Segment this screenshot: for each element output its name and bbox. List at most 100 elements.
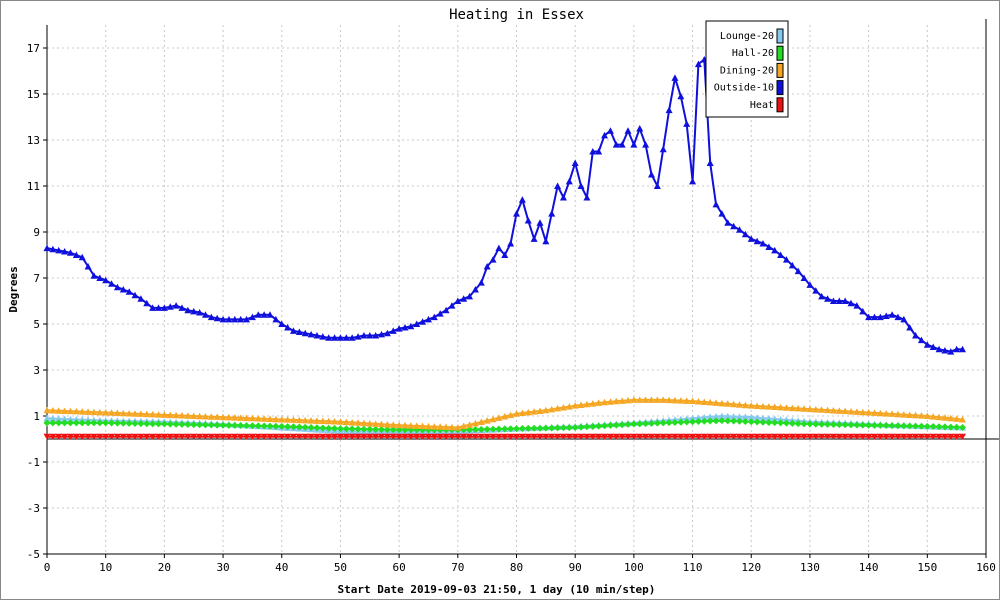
data-point <box>336 418 344 425</box>
data-point <box>354 333 362 340</box>
data-point <box>383 421 391 428</box>
data-point <box>295 328 303 336</box>
data-point <box>771 415 779 422</box>
data-point <box>254 422 262 430</box>
x-tick-label: 50 <box>334 561 347 574</box>
data-point <box>771 433 779 440</box>
data-point <box>747 235 755 242</box>
data-point <box>906 433 914 440</box>
data-point <box>700 417 708 425</box>
data-point <box>612 433 620 440</box>
data-point <box>442 433 450 440</box>
data-point <box>43 414 51 422</box>
data-point <box>689 177 697 185</box>
data-point <box>49 415 57 422</box>
data-point <box>941 414 949 421</box>
data-point <box>143 433 151 440</box>
data-point <box>653 433 661 440</box>
data-point <box>665 433 673 440</box>
data-point <box>606 398 614 405</box>
series-group <box>43 56 967 440</box>
data-point <box>196 421 204 429</box>
data-point <box>712 433 720 440</box>
legend-box <box>705 20 789 118</box>
data-point <box>301 329 309 337</box>
data-point <box>853 302 861 309</box>
data-point <box>278 320 286 327</box>
data-point <box>348 418 356 426</box>
data-point <box>542 424 550 432</box>
data-point <box>665 396 673 404</box>
data-point <box>882 422 890 430</box>
data-point <box>313 433 321 440</box>
data-point <box>554 182 562 189</box>
data-point <box>378 425 386 433</box>
data-point <box>589 433 597 440</box>
data-point <box>736 401 744 408</box>
data-point <box>935 423 943 431</box>
data-point <box>788 261 796 269</box>
data-point <box>237 315 245 323</box>
data-point <box>401 323 409 331</box>
data-point <box>284 433 292 440</box>
data-point <box>342 433 350 440</box>
y-tick-label: -5 <box>27 548 40 561</box>
data-point <box>953 433 961 440</box>
data-point <box>724 219 732 226</box>
data-point <box>407 322 415 330</box>
y-tick-label: 11 <box>27 180 40 193</box>
data-point <box>718 399 726 407</box>
data-point <box>160 304 168 311</box>
data-point <box>231 315 239 323</box>
data-point <box>659 433 667 440</box>
data-point <box>225 433 233 440</box>
data-point <box>448 423 456 431</box>
x-tick-label: 90 <box>569 561 582 574</box>
data-point <box>829 297 837 304</box>
data-point <box>454 297 462 304</box>
data-point <box>536 407 544 414</box>
data-point <box>812 405 820 413</box>
data-point <box>389 421 397 428</box>
data-point <box>348 334 356 341</box>
data-point <box>61 415 69 422</box>
y-tick-label: 1 <box>33 410 40 423</box>
data-point <box>331 418 339 425</box>
data-point <box>372 332 380 339</box>
y-tick-label: -3 <box>27 502 40 515</box>
data-point <box>289 433 297 440</box>
data-point <box>689 433 697 440</box>
data-point <box>947 348 955 355</box>
data-point <box>636 433 644 440</box>
data-point <box>559 403 567 411</box>
data-point <box>477 418 485 425</box>
data-point <box>782 404 790 411</box>
data-point <box>113 283 121 291</box>
data-point <box>712 200 720 208</box>
data-point <box>72 419 80 427</box>
data-point <box>794 433 802 440</box>
data-point <box>542 433 550 440</box>
data-point <box>906 323 914 331</box>
data-point <box>542 406 550 414</box>
data-point <box>231 421 239 429</box>
data-point <box>243 433 251 440</box>
data-point <box>788 433 796 440</box>
data-point <box>694 60 702 68</box>
data-point <box>407 433 415 440</box>
data-point <box>642 141 650 148</box>
data-point <box>876 313 884 321</box>
data-point <box>419 433 427 440</box>
data-point <box>513 210 520 217</box>
data-point <box>741 401 749 409</box>
data-point <box>800 420 808 428</box>
data-point <box>160 420 168 428</box>
data-point <box>389 327 397 334</box>
data-point <box>653 396 661 403</box>
data-point <box>313 332 321 339</box>
series-line <box>46 57 963 353</box>
data-point <box>859 421 867 429</box>
data-point <box>671 433 679 440</box>
data-point <box>125 419 133 427</box>
data-point <box>677 433 685 440</box>
